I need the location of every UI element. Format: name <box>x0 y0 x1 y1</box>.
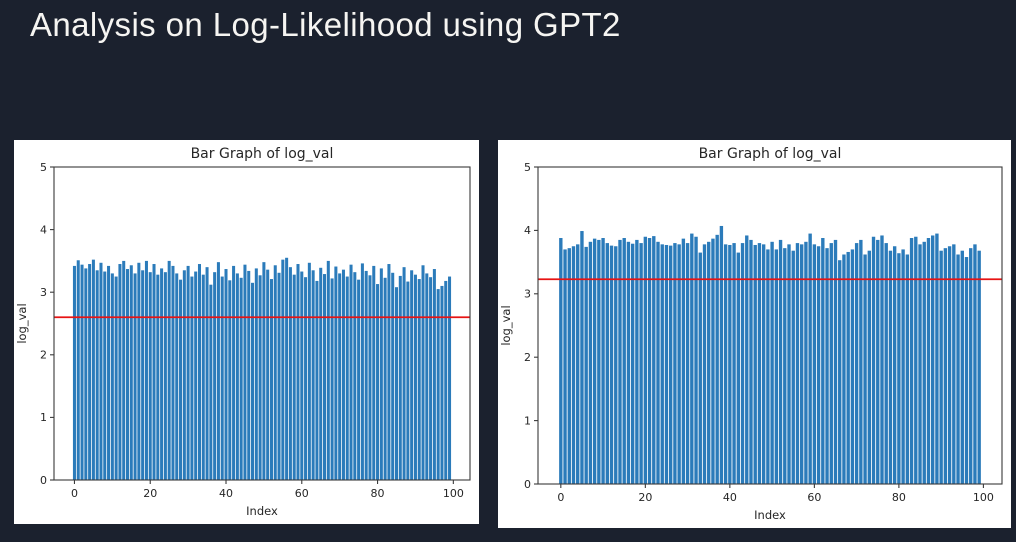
svg-text:4: 4 <box>40 223 47 236</box>
svg-text:Bar Graph of log_val: Bar Graph of log_val <box>699 146 842 162</box>
svg-text:1: 1 <box>524 414 531 427</box>
svg-text:100: 100 <box>973 491 994 504</box>
svg-text:Index: Index <box>246 504 278 518</box>
bar-chart-left: 0 1 2 3 4 5 0 20 40 60 80 100 Bar Graph of log_val In… <box>15 146 471 518</box>
svg-text:80: 80 <box>371 487 385 500</box>
svg-text:40: 40 <box>723 491 737 504</box>
svg-text:Bar Graph of log_val: Bar Graph of log_val <box>191 146 334 162</box>
svg-text:2: 2 <box>40 349 47 362</box>
svg-text:0: 0 <box>557 491 564 504</box>
svg-text:1: 1 <box>40 411 47 424</box>
svg-text:20: 20 <box>143 487 157 500</box>
svg-text:4: 4 <box>524 224 531 237</box>
svg-text:80: 80 <box>892 491 906 504</box>
svg-text:Index: Index <box>754 508 786 522</box>
svg-text:0: 0 <box>71 487 78 500</box>
svg-text:60: 60 <box>295 487 309 500</box>
svg-text:5: 5 <box>40 161 47 174</box>
chart-panel-left: 0 1 2 3 4 5 0 20 40 60 80 100 Bar Graph of log_val In… <box>14 140 479 524</box>
svg-text:100: 100 <box>443 487 464 500</box>
svg-text:40: 40 <box>219 487 233 500</box>
svg-text:60: 60 <box>807 491 821 504</box>
svg-text:3: 3 <box>40 286 47 299</box>
svg-text:2: 2 <box>524 351 531 364</box>
svg-text:0: 0 <box>524 478 531 491</box>
bar-chart-right: 0 1 2 3 4 5 0 20 40 60 80 100 Bar Graph of log_val In… <box>499 146 1003 522</box>
svg-text:log_val: log_val <box>15 303 29 343</box>
svg-text:log_val: log_val <box>499 305 513 345</box>
svg-text:3: 3 <box>524 288 531 301</box>
svg-text:0: 0 <box>40 474 47 487</box>
svg-text:5: 5 <box>524 161 531 174</box>
svg-text:20: 20 <box>638 491 652 504</box>
chart-panel-right: 0 1 2 3 4 5 0 20 40 60 80 100 Bar Graph of log_val In… <box>498 140 1011 528</box>
slide-title: Analysis on Log-Likelihood using GPT2 <box>30 6 621 43</box>
